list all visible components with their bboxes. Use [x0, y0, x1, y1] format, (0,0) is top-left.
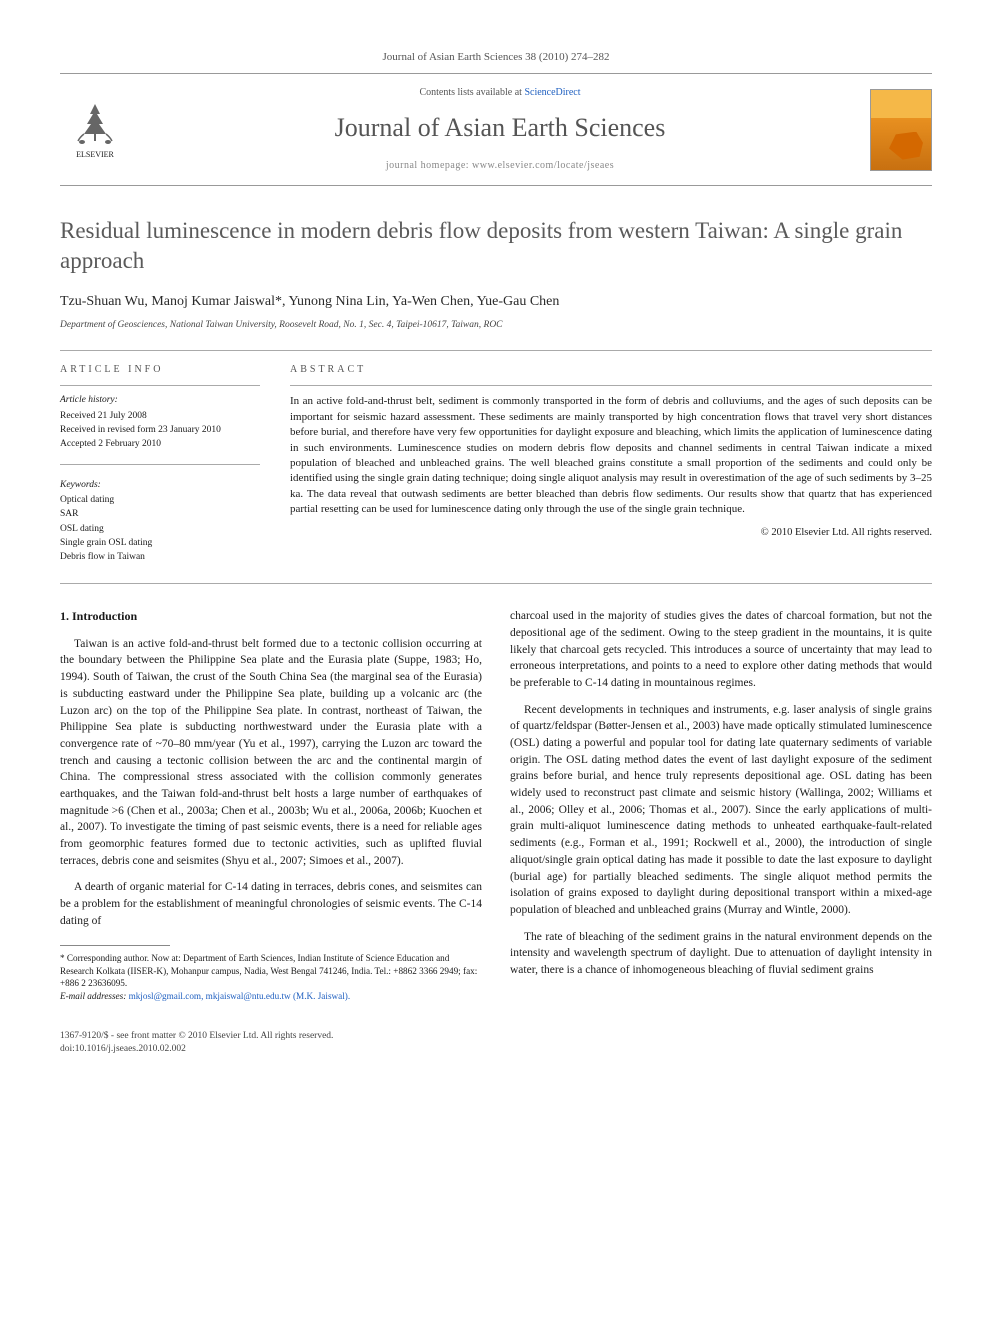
page-footer: 1367-9120/$ - see front matter © 2010 El… — [60, 1030, 932, 1057]
elsevier-tree-icon — [70, 99, 120, 149]
keyword: OSL dating — [60, 523, 260, 536]
copyright-line: © 2010 Elsevier Ltd. All rights reserved… — [290, 526, 932, 541]
history-received: Received 21 July 2008 — [60, 410, 260, 423]
body-paragraph: The rate of bleaching of the sediment gr… — [510, 929, 932, 979]
footnote-rule — [60, 945, 170, 946]
divider — [60, 464, 260, 465]
author-emails[interactable]: mkjosl@gmail.com, mkjaiswal@ntu.edu.tw (… — [129, 991, 351, 1001]
abstract-text: In an active fold-and-thrust belt, sedim… — [290, 394, 932, 517]
email-footnote: E-mail addresses: mkjosl@gmail.com, mkja… — [60, 990, 482, 1002]
corresponding-author-footnote: * Corresponding author. Now at: Departme… — [60, 952, 482, 989]
contents-available-line: Contents lists available at ScienceDirec… — [130, 86, 870, 100]
article-info-heading: ARTICLE INFO — [60, 363, 260, 377]
body-paragraph: charcoal used in the majority of studies… — [510, 608, 932, 691]
divider — [290, 385, 932, 386]
history-accepted: Accepted 2 February 2010 — [60, 438, 260, 451]
history-label: Article history: — [60, 394, 260, 407]
article-meta-row: ARTICLE INFO Article history: Received 2… — [60, 363, 932, 565]
publisher-logo: ELSEVIER — [60, 95, 130, 165]
issn-line: 1367-9120/$ - see front matter © 2010 El… — [60, 1030, 333, 1043]
history-revised: Received in revised form 23 January 2010 — [60, 424, 260, 437]
journal-cover-thumbnail — [870, 89, 932, 171]
sciencedirect-link[interactable]: ScienceDirect — [524, 87, 580, 98]
column-left: 1. Introduction Taiwan is an active fold… — [60, 608, 482, 1002]
email-label: E-mail addresses: — [60, 991, 126, 1001]
keyword: Debris flow in Taiwan — [60, 551, 260, 564]
column-right: charcoal used in the majority of studies… — [510, 608, 932, 1002]
body-paragraph: A dearth of organic material for C-14 da… — [60, 879, 482, 929]
body-columns: 1. Introduction Taiwan is an active fold… — [60, 608, 932, 1002]
publisher-name: ELSEVIER — [76, 149, 114, 160]
article-title: Residual luminescence in modern debris f… — [60, 216, 932, 276]
divider — [60, 583, 932, 584]
contents-label: Contents lists available at — [419, 87, 521, 98]
section-heading: 1. Introduction — [60, 608, 482, 625]
divider — [60, 385, 260, 386]
journal-banner: ELSEVIER Contents lists available at Sci… — [60, 73, 932, 185]
keyword: Single grain OSL dating — [60, 537, 260, 550]
body-paragraph: Recent developments in techniques and in… — [510, 702, 932, 919]
keywords-label: Keywords: — [60, 479, 260, 492]
affiliation: Department of Geosciences, National Taiw… — [60, 319, 932, 332]
doi-line: doi:10.1016/j.jseaes.2010.02.002 — [60, 1043, 333, 1056]
divider — [60, 350, 932, 351]
body-paragraph: Taiwan is an active fold-and-thrust belt… — [60, 636, 482, 869]
keyword: SAR — [60, 508, 260, 521]
abstract-heading: ABSTRACT — [290, 363, 932, 377]
running-head: Journal of Asian Earth Sciences 38 (2010… — [60, 50, 932, 65]
keyword: Optical dating — [60, 494, 260, 507]
journal-homepage: journal homepage: www.elsevier.com/locat… — [130, 159, 870, 173]
author-list: Tzu-Shuan Wu, Manoj Kumar Jaiswal*, Yuno… — [60, 292, 932, 312]
journal-name: Journal of Asian Earth Sciences — [130, 110, 870, 146]
